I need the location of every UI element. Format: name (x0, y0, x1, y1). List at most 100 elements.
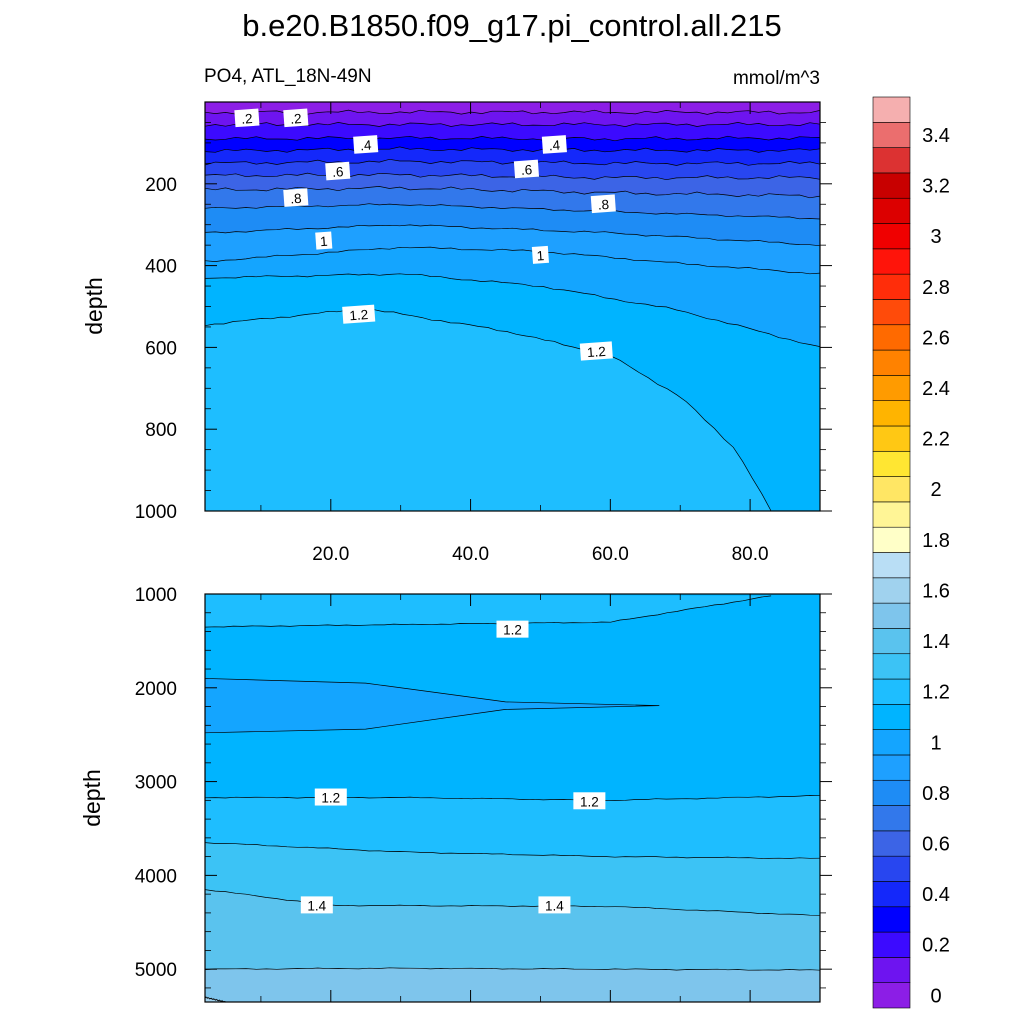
colorbar-swatch (872, 982, 911, 1009)
colorbar-swatch (872, 779, 911, 806)
contour-label: 1 (315, 231, 333, 250)
colorbar-label: 0.4 (922, 884, 950, 906)
colorbar: 0 0.2 0.4 0.6 0.8 1 1.2 1.4 1.6 1.8 2 2.2 2.4 2.6 2.8 3… (872, 96, 950, 1009)
svg-text:1.2: 1.2 (580, 794, 599, 809)
svg-text:1.2: 1.2 (349, 307, 369, 323)
contour-line (204, 135, 821, 142)
colorbar-swatch (872, 147, 911, 174)
contour-label: .6 (513, 159, 540, 179)
colorbar-swatch (872, 729, 911, 756)
colorbar-label: 2 (930, 479, 941, 501)
upper-contour-lines (204, 109, 821, 512)
svg-text:1.2: 1.2 (321, 791, 340, 806)
upper-x-tick-label: 60.0 (592, 544, 629, 565)
colorbar-swatch (872, 526, 911, 553)
contour-line (204, 203, 821, 220)
colorbar-swatch (872, 400, 911, 427)
colorbar-swatch (872, 501, 911, 528)
svg-text:.6: .6 (332, 164, 344, 180)
contour-label: 1.2 (496, 620, 529, 638)
colorbar-label: 2.2 (922, 429, 950, 451)
contour-line (204, 146, 821, 153)
contour-label: .8 (283, 188, 309, 207)
svg-text:.4: .4 (548, 138, 561, 154)
lower-frame (204, 593, 821, 1003)
contour-label: .6 (325, 161, 351, 181)
upper-y-tick-label: 200 (145, 175, 177, 196)
upper-y-axis-label: depth (81, 277, 107, 335)
colorbar-swatch (872, 704, 911, 730)
lower-tongue-region (204, 678, 660, 734)
colorbar-swatch (872, 324, 911, 351)
colorbar-label: 1.4 (922, 631, 950, 653)
contour-line (204, 273, 821, 347)
contour-label: 1.2 (314, 788, 347, 806)
colorbar-swatch (872, 906, 911, 933)
colorbar-swatch (872, 830, 911, 857)
upper-y-tick-label: 600 (145, 338, 177, 359)
colorbar-swatch (872, 931, 911, 958)
lower-fill-band (205, 967, 820, 1002)
colorbar-label: 3 (930, 226, 941, 248)
colorbar-label: 3.4 (922, 125, 950, 147)
upper-x-tick-label: 40.0 (452, 544, 489, 565)
colorbar-swatch (872, 957, 911, 984)
colorbar-swatch (872, 476, 911, 503)
lower-panel: 1.2 1.2 1.2 1.4 1.4 1000 2000 3000 4000 5000 dep… (79, 585, 832, 1003)
upper-axes: 200 400 600 800 1000 20.0 40.0 60.0 80.0 (135, 101, 832, 565)
lower-contour-labels: 1.2 1.2 1.2 1.4 1.4 (300, 620, 606, 914)
lower-y-tick-label: 1000 (135, 585, 177, 606)
contour-label: .2 (283, 108, 309, 128)
colorbar-swatch (872, 754, 911, 781)
contour-line (204, 246, 821, 275)
lower-y-axis-label: depth (79, 769, 105, 827)
lower-y-tick-label: 3000 (135, 773, 177, 794)
colorbar-swatch (872, 450, 911, 477)
contour-line (204, 158, 821, 166)
colorbar-swatch (872, 273, 911, 300)
lower-axes: 1000 2000 3000 4000 5000 (135, 585, 832, 1003)
colorbar-swatch (872, 299, 911, 326)
contour-label: 1.4 (538, 896, 571, 914)
colorbar-swatch (872, 805, 911, 832)
svg-text:1: 1 (536, 248, 545, 263)
colorbar-swatch (872, 653, 911, 680)
upper-x-tick-label: 80.0 (732, 544, 769, 565)
svg-text:1.4: 1.4 (545, 898, 564, 913)
contour-label: .4 (353, 135, 379, 154)
contour-line (204, 308, 772, 512)
colorbar-swatch (872, 855, 911, 882)
colorbar-label: 0 (930, 985, 941, 1007)
colorbar-swatch (872, 172, 911, 199)
svg-text:.8: .8 (290, 191, 302, 207)
colorbar-label: 3.2 (922, 176, 950, 198)
colorbar-label: 2.8 (922, 277, 950, 299)
colorbar-swatch (872, 552, 911, 579)
colorbar-swatch (872, 96, 911, 123)
colorbar-label: 1.6 (922, 581, 950, 603)
svg-text:1.4: 1.4 (307, 898, 326, 913)
contour-line (204, 186, 821, 199)
svg-text:.4: .4 (360, 138, 373, 154)
colorbar-swatch (872, 349, 911, 376)
colorbar-swatch (872, 248, 911, 275)
contour-label: .2 (234, 108, 260, 128)
upper-y-tick-label: 800 (145, 420, 177, 441)
upper-x-tick-label: 20.0 (312, 544, 349, 565)
contour-label: 1.4 (300, 896, 333, 914)
contour-line (204, 172, 821, 181)
upper-contour-labels: .2 .2 .4 .4 .6 .6 .8 .8 1 1 1.2 1.2 (234, 108, 616, 361)
contour-label: .4 (541, 135, 567, 154)
svg-text:.2: .2 (241, 111, 253, 127)
contour-line (204, 996, 227, 1003)
contour-label: 1.2 (579, 341, 613, 361)
contour-label: 1.2 (342, 304, 376, 324)
contour-label: .8 (590, 194, 616, 214)
chart-title: b.e20.B1850.f09_g17.pi_control.all.215 (242, 8, 782, 43)
upper-y-tick-label: 400 (145, 257, 177, 278)
svg-text:1.2: 1.2 (503, 623, 522, 638)
colorbar-swatch (872, 122, 911, 148)
colorbar-swatch (872, 602, 911, 629)
colorbar-swatch (872, 628, 911, 655)
